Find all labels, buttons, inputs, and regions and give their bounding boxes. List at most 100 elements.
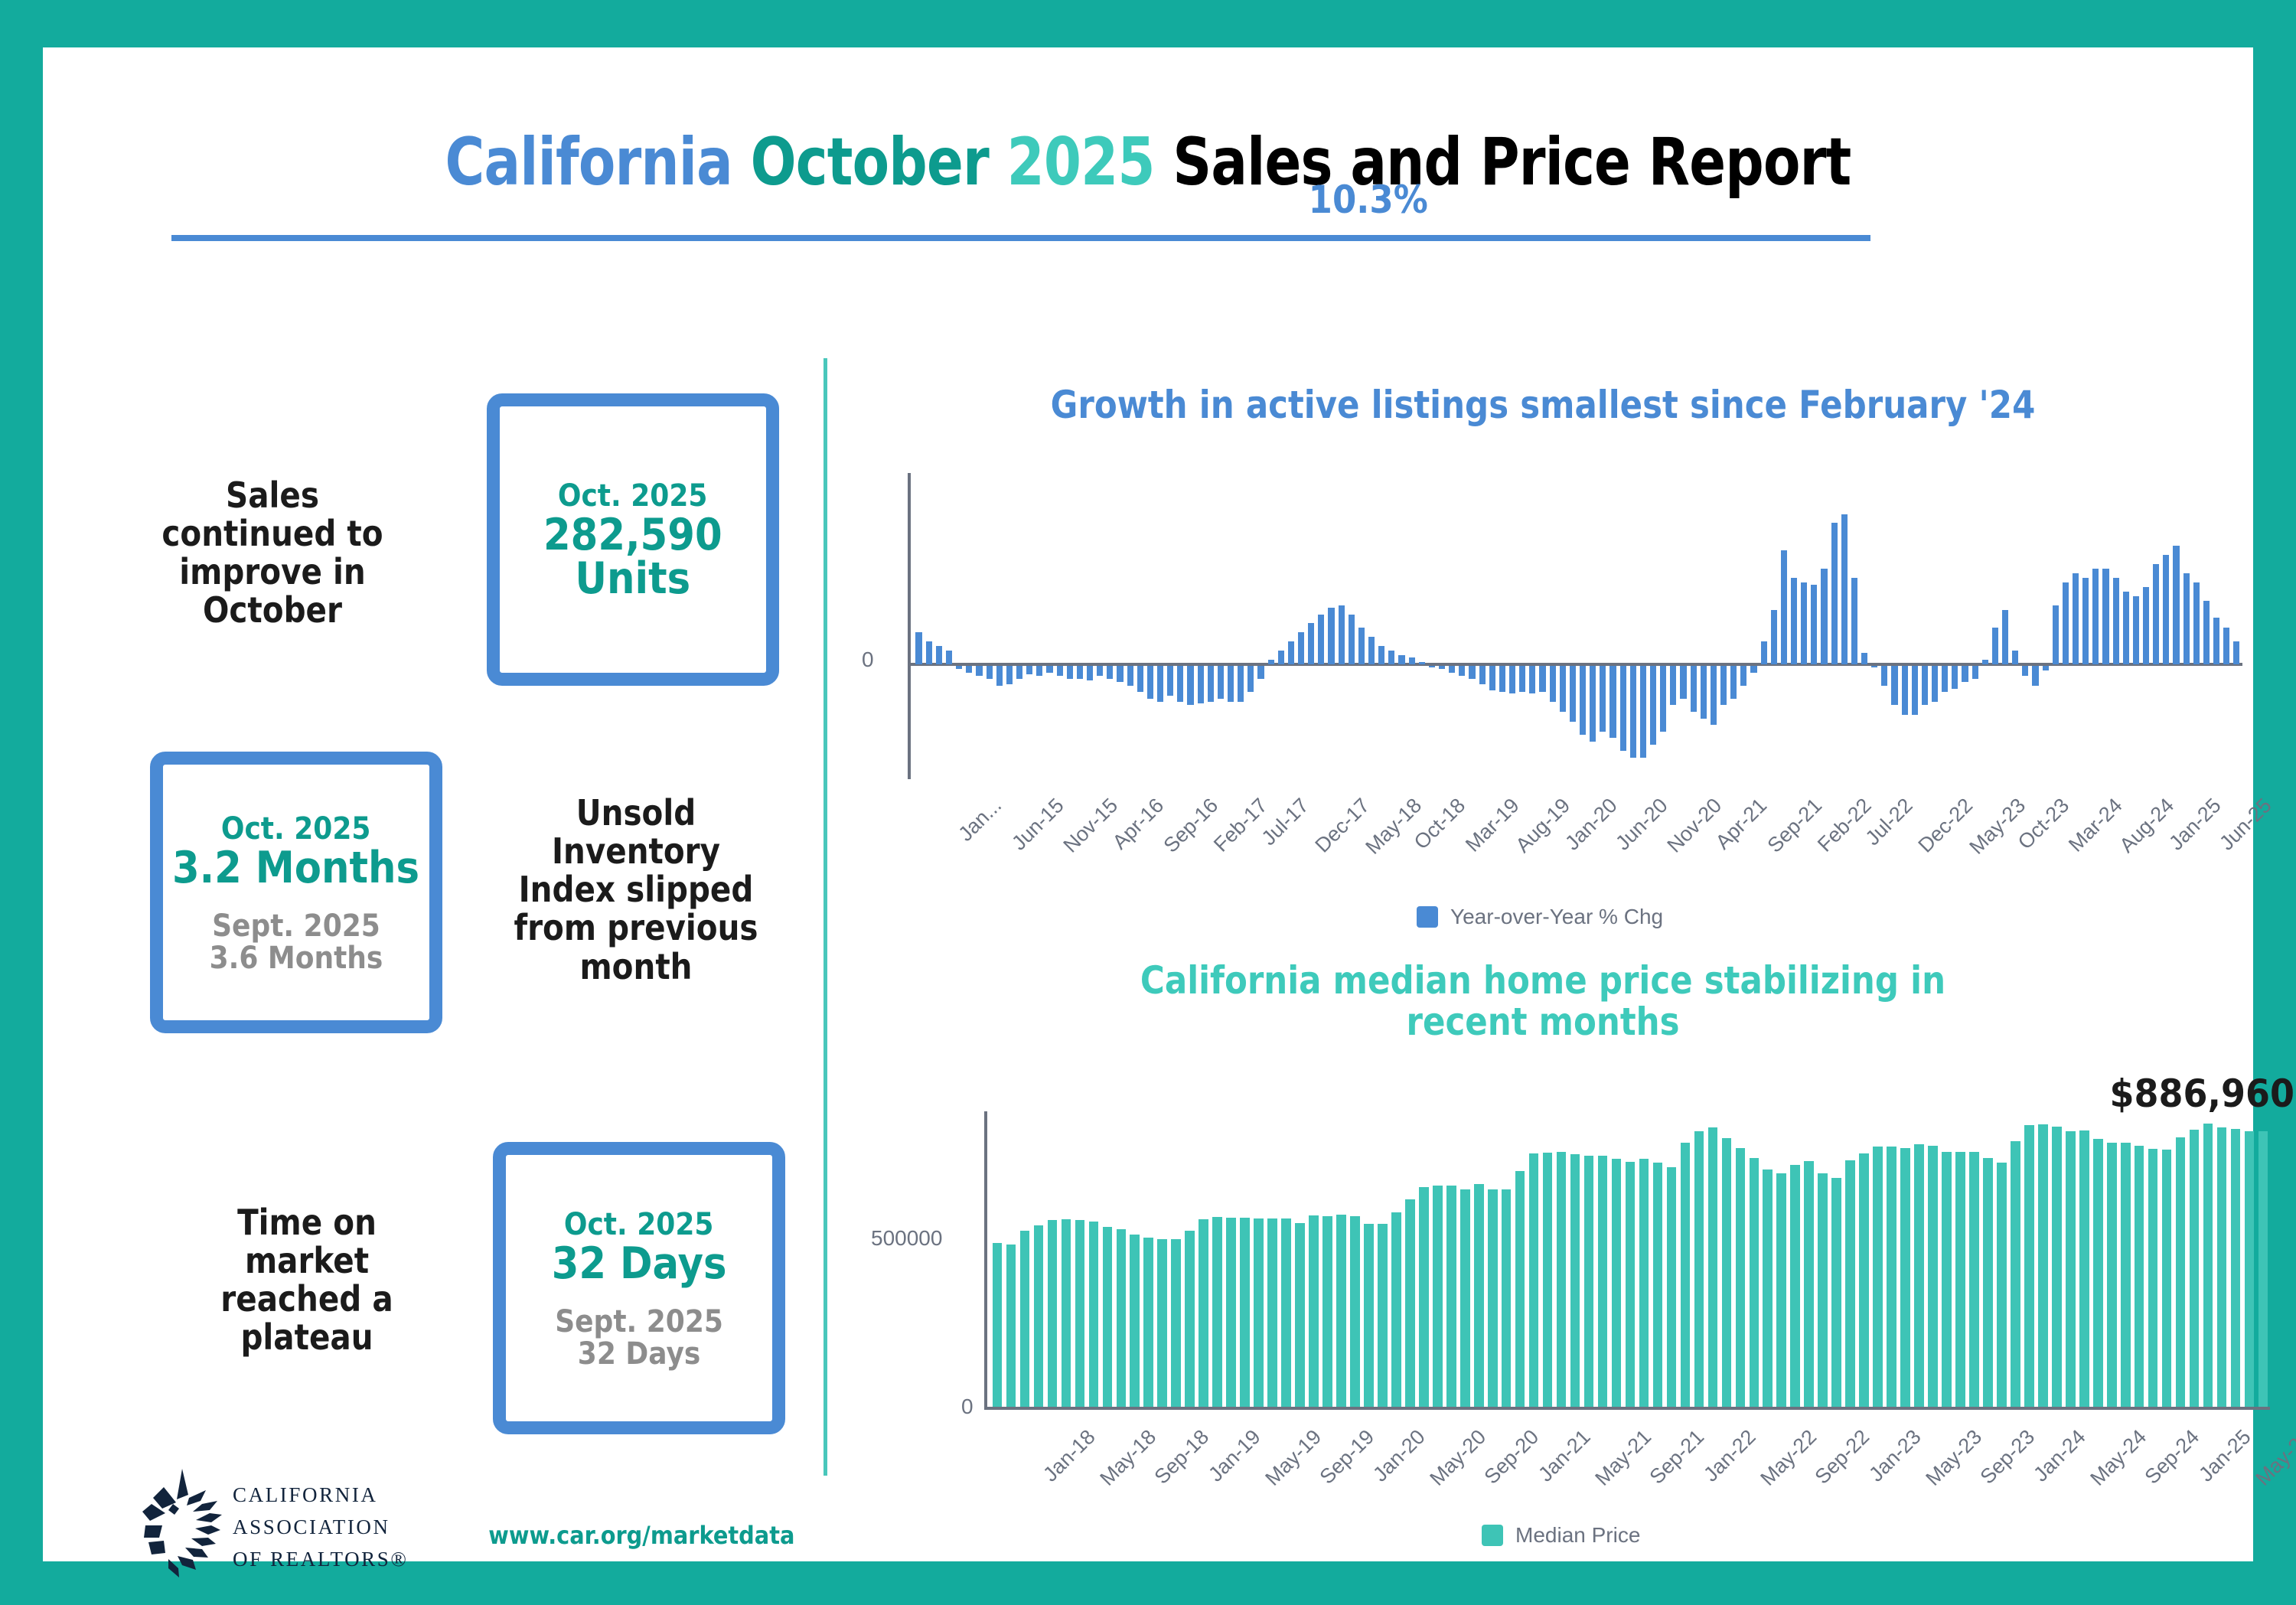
chart-1-bar [1539, 666, 1546, 693]
chart-1-bar [1891, 666, 1898, 706]
chart-2-x-tick: May-21 [1590, 1425, 1656, 1490]
chart-2-bar [1322, 1215, 1332, 1407]
chart-1-bar [1700, 666, 1707, 719]
chart-1-bar [1881, 666, 1888, 686]
chart-1-bar [1257, 666, 1264, 680]
chart-1-bar [1991, 628, 1999, 664]
chart-2-bar [1433, 1185, 1443, 1407]
chart-1-bar [1117, 666, 1124, 683]
chart-2-bar [1570, 1154, 1580, 1407]
chart-2-bar [2148, 1148, 2158, 1407]
chart-2-bar [1088, 1221, 1099, 1407]
chart-2-x-tick: Sep-19 [1315, 1425, 1378, 1489]
chart-1-bar [956, 666, 963, 670]
chart-1-bar [1016, 666, 1023, 680]
chart-2-bar [1763, 1169, 1773, 1407]
chart-2-bar [2244, 1131, 2255, 1407]
chart-2-bar [1116, 1228, 1127, 1407]
chart-1-bar [1217, 666, 1224, 699]
chart-2-bar [1583, 1156, 1594, 1407]
chart-2-bar [1818, 1173, 1828, 1407]
chart-2-bar [1928, 1145, 1938, 1407]
chart-1-bar [1297, 632, 1305, 664]
chart-1-bar [1066, 666, 1073, 680]
stat-month-label: Oct. 2025 [558, 478, 708, 514]
chart-1-title: Growth in active listings smallest since… [1050, 383, 2036, 427]
chart-1-bar [1740, 666, 1747, 686]
chart-2-bar [1254, 1218, 1264, 1407]
poster-card: California October 2025 Sales and Price … [43, 47, 2296, 1577]
realtor-fan-icon [142, 1469, 222, 1577]
chart-1-x-tick: Sep-16 [1159, 794, 1223, 857]
chart-2-bar [1487, 1189, 1498, 1407]
chart-1-bar [2112, 577, 2119, 664]
chart-1-bar [1821, 569, 1828, 664]
chart-2-bar [2011, 1140, 2020, 1407]
chart-1-ytick-0: 0 [862, 648, 874, 671]
chart-1-bar [1277, 651, 1284, 664]
chart-2-bar [1501, 1189, 1512, 1407]
chart-2-bar [1707, 1127, 1718, 1407]
chart-1-x-tick: Apr-16 [1107, 794, 1168, 854]
chart-2-bar [1006, 1244, 1016, 1407]
chart-1-bar [976, 666, 983, 676]
chart-1-bar [2223, 628, 2230, 664]
chart-1-bar [945, 651, 953, 664]
note-unsold-inventory: Unsold Inventory Index slipped from prev… [514, 792, 758, 987]
chart-1-bar [1449, 666, 1456, 673]
stat-value: 282,590 [543, 510, 722, 560]
chart-2-bar [1831, 1178, 1841, 1407]
chart-2-bar [1845, 1160, 1855, 1407]
chart-2-bar [1625, 1162, 1636, 1407]
chart-1-bar [1006, 666, 1013, 684]
logo-line-2: ASSOCIATION [233, 1515, 390, 1538]
chart-1-bar [1720, 666, 1727, 706]
chart-1-bar [1076, 666, 1083, 680]
chart-1-x-tick: Jul-17 [1257, 794, 1313, 850]
chart-1-bar [1600, 666, 1606, 732]
chart-2-bar [1914, 1144, 1924, 1407]
chart-2-bar [1378, 1224, 1388, 1407]
chart-2-bar [1226, 1217, 1236, 1407]
chart-1-bar [1459, 666, 1466, 676]
chart-2-bar [2161, 1150, 2172, 1407]
chart-1-bar [1569, 666, 1576, 722]
chart-1-x-tick: Jul-22 [1861, 794, 1917, 850]
logo-wordmark: CALIFORNIA ASSOCIATION OF REALTORS® [233, 1479, 409, 1576]
chart-1-bar [2102, 569, 2109, 664]
chart-1-bar [1127, 666, 1133, 686]
chart-1-bar [1318, 614, 1325, 664]
stat-month-label: Oct. 2025 [221, 811, 371, 847]
stat-previous-month: Sept. 2025 3.6 Months [209, 908, 383, 976]
car-logo: CALIFORNIA ASSOCIATION OF REALTORS® [135, 1467, 441, 1578]
chart-1-bar [1609, 666, 1616, 739]
chart-1-bar [1238, 666, 1244, 703]
chart-1-bar [1710, 666, 1717, 726]
chart-1-bar [2012, 651, 2019, 664]
chart-2-bar [1281, 1218, 1291, 1407]
chart-1-bar [1267, 660, 1274, 664]
chart-2-legend-label: Median Price [1515, 1523, 1641, 1547]
chart-1-bar [1660, 666, 1667, 732]
chart-1-bar [1942, 666, 1949, 693]
chart-1-bar [1559, 666, 1566, 712]
chart-2-bar [1019, 1231, 1030, 1407]
chart-1-bar [2233, 641, 2240, 664]
chart-2-x-tick: Sep-22 [1810, 1425, 1874, 1489]
chart-2-bar [1157, 1239, 1168, 1407]
chart-2-bar [1542, 1152, 1553, 1407]
chart-2-bar [1528, 1153, 1539, 1407]
chart-2-bar [2230, 1129, 2241, 1407]
chart-2-bar [1267, 1218, 1277, 1407]
chart-1-bar [2022, 666, 2029, 676]
chart-1-bar [1187, 666, 1194, 706]
chart-2-plot: 500000 0 [871, 1111, 2285, 1418]
chart-1-bar [1730, 666, 1737, 699]
chart-1-bar [1368, 637, 1375, 664]
website-url[interactable]: www.car.org/marketdata [488, 1521, 795, 1550]
chart-2-bar [1212, 1216, 1222, 1407]
chart-1-bar [1046, 666, 1053, 673]
chart-1-bar [1146, 666, 1153, 699]
chart-1-bar [2132, 595, 2140, 664]
